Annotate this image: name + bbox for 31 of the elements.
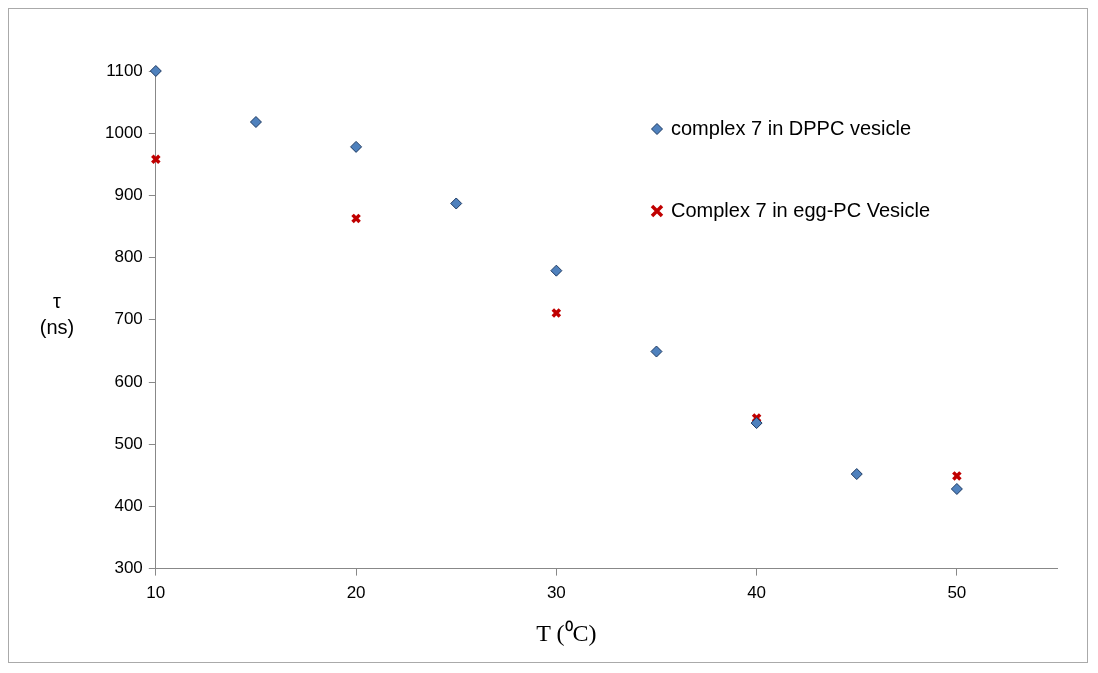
- point: [650, 345, 663, 358]
- x-tick-label: 50: [947, 583, 967, 603]
- point: [551, 307, 562, 319]
- x-tick-label: 30: [546, 583, 566, 603]
- x-tick-label: 10: [146, 583, 166, 603]
- y-tick-label: 900: [114, 185, 143, 205]
- y-axis-title: τ (ns): [39, 289, 75, 338]
- y-tick-label: 700: [114, 309, 143, 329]
- point: [750, 417, 763, 430]
- point: [249, 116, 262, 128]
- point: [150, 154, 162, 165]
- y-tick-label: 500: [114, 433, 143, 453]
- point: [149, 65, 162, 77]
- legend-label: complex 7 in DPPC vesicle: [671, 116, 912, 139]
- y-tick-label: 400: [114, 496, 143, 516]
- point: [850, 468, 863, 481]
- y-tick-label: 300: [114, 558, 143, 578]
- point: [350, 213, 362, 224]
- y-tick-label: 600: [114, 371, 143, 391]
- point: [950, 482, 963, 495]
- point: [550, 264, 563, 277]
- y-tick-label: 1100: [106, 60, 143, 80]
- x-tick-label: 40: [747, 583, 767, 603]
- y-tick-label: 1000: [104, 122, 143, 142]
- x-axis-title: T (⁰C): [536, 619, 597, 646]
- y-tick-label: 800: [114, 247, 143, 267]
- point: [951, 470, 963, 482]
- point: [450, 197, 463, 210]
- legend-label: Complex 7 in egg-PC Vesicle: [671, 198, 931, 221]
- x-tick-label: 20: [346, 583, 366, 603]
- point: [350, 140, 363, 153]
